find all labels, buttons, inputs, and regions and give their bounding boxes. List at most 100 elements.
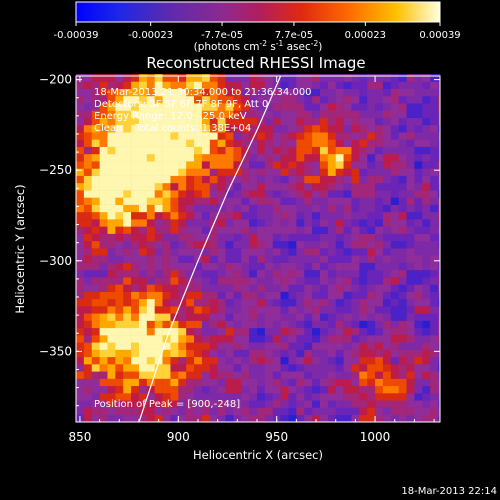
heatmap-cell: [241, 298, 250, 307]
heatmap-cell: [233, 197, 242, 205]
heatmap-cell: [257, 349, 266, 358]
heatmap-cell: [398, 356, 407, 365]
heatmap-cell: [162, 306, 171, 314]
heatmap-cell: [186, 400, 195, 408]
heatmap-cell: [241, 211, 250, 220]
heatmap-cell: [312, 371, 321, 379]
heatmap-cell: [272, 407, 281, 416]
heatmap-cell: [304, 240, 313, 249]
heatmap-cell: [359, 371, 368, 379]
heatmap-cell: [390, 262, 399, 271]
heatmap-cell: [375, 153, 384, 162]
colorbar: -0.00039 -0.00023 -7.7e-05 7.7e-05 0.00023 0.…: [54, 1, 461, 53]
heatmap-cell: [359, 298, 368, 307]
heatmap-cell: [351, 182, 360, 191]
heatmap-cell: [99, 124, 108, 133]
heatmap-cell: [319, 378, 329, 387]
heatmap-cell: [209, 226, 218, 234]
heatmap-cell: [146, 182, 156, 191]
heatmap-cell: [83, 240, 93, 249]
heatmap-cell: [123, 182, 132, 191]
solar-limb-curve: [138, 75, 282, 423]
heatmap-cell: [194, 342, 203, 350]
heatmap-cell: [107, 277, 116, 285]
heatmap-cell: [438, 168, 441, 176]
heatmap-cell: [422, 335, 431, 343]
heatmap-cell: [343, 327, 352, 336]
heatmap-cell: [123, 320, 132, 329]
heatmap-cell: [241, 414, 250, 423]
heatmap-cell: [288, 400, 297, 408]
heatmap-cell: [280, 233, 289, 242]
heatmap-cell: [438, 255, 441, 263]
heatmap-cell: [138, 139, 148, 147]
heatmap-cell: [351, 262, 360, 271]
heatmap-cell: [280, 400, 289, 408]
heatmap-cell: [359, 277, 368, 285]
heatmap-cell: [430, 400, 439, 408]
heatmap-cell: [194, 146, 203, 155]
heatmap-cell: [312, 132, 321, 140]
heatmap-cell: [249, 233, 258, 242]
heatmap-cell: [99, 197, 108, 205]
heatmap-cell: [406, 175, 415, 184]
heatmap-cell: [422, 190, 431, 198]
heatmap-cell: [398, 233, 407, 242]
heatmap-cell: [249, 197, 258, 205]
heatmap-cell: [83, 371, 93, 379]
heatmap-cell: [91, 255, 100, 263]
heatmap-cell: [264, 226, 274, 234]
heatmap-cell: [178, 88, 187, 97]
heatmap-cell: [359, 269, 368, 278]
heatmap-cell: [138, 226, 148, 234]
heatmap-cell: [209, 371, 218, 379]
heatmap-cell: [170, 393, 179, 401]
heatmap-cell: [359, 139, 368, 147]
heatmap-cell: [414, 393, 423, 401]
heatmap-cell: [367, 306, 376, 314]
heatmap-cell: [131, 284, 140, 292]
heatmap-cell: [241, 313, 250, 321]
heatmap-cell: [406, 132, 415, 140]
heatmap-cell: [138, 132, 148, 140]
heatmap-cell: [107, 400, 116, 408]
heatmap-cell: [390, 342, 399, 350]
heatmap-cell: [272, 146, 281, 155]
heatmap-cell: [186, 393, 195, 401]
heatmap-cell: [170, 168, 179, 176]
y-tick-label: −200: [39, 73, 72, 87]
heatmap-cell: [76, 175, 85, 184]
heatmap-cell: [414, 153, 423, 162]
heatmap-cell: [241, 233, 250, 242]
heatmap-cell: [233, 335, 242, 343]
heatmap-cell: [343, 103, 352, 111]
heatmap-cell: [138, 81, 148, 89]
heatmap-cell: [382, 175, 392, 184]
heatmap-cell: [209, 204, 218, 213]
heatmap-cell: [225, 313, 234, 321]
heatmap-cell: [343, 204, 352, 213]
heatmap-cell: [398, 88, 407, 97]
heatmap-cell: [225, 139, 234, 147]
heatmap-cell: [257, 400, 266, 408]
heatmap-cell: [162, 262, 171, 271]
heatmap-cell: [288, 393, 297, 401]
heatmap-cell: [264, 400, 274, 408]
heatmap-cell: [327, 284, 337, 292]
heatmap-cell: [225, 284, 234, 292]
heatmap-cell: [91, 342, 100, 350]
heatmap-cell: [123, 139, 132, 147]
heatmap-cell: [304, 88, 313, 97]
heatmap-cell: [131, 182, 140, 191]
heatmap-cell: [83, 110, 93, 118]
heatmap-cell: [123, 168, 132, 176]
heatmap-cell: [430, 335, 439, 343]
heatmap-cell: [422, 124, 431, 133]
heatmap-cell: [343, 233, 352, 242]
heatmap-cell: [296, 400, 305, 408]
heatmap-cell: [99, 240, 108, 249]
heatmap-cell: [91, 364, 100, 372]
heatmap-cell: [422, 313, 431, 321]
heatmap-cell: [304, 74, 313, 82]
heatmap-cell: [209, 320, 218, 329]
